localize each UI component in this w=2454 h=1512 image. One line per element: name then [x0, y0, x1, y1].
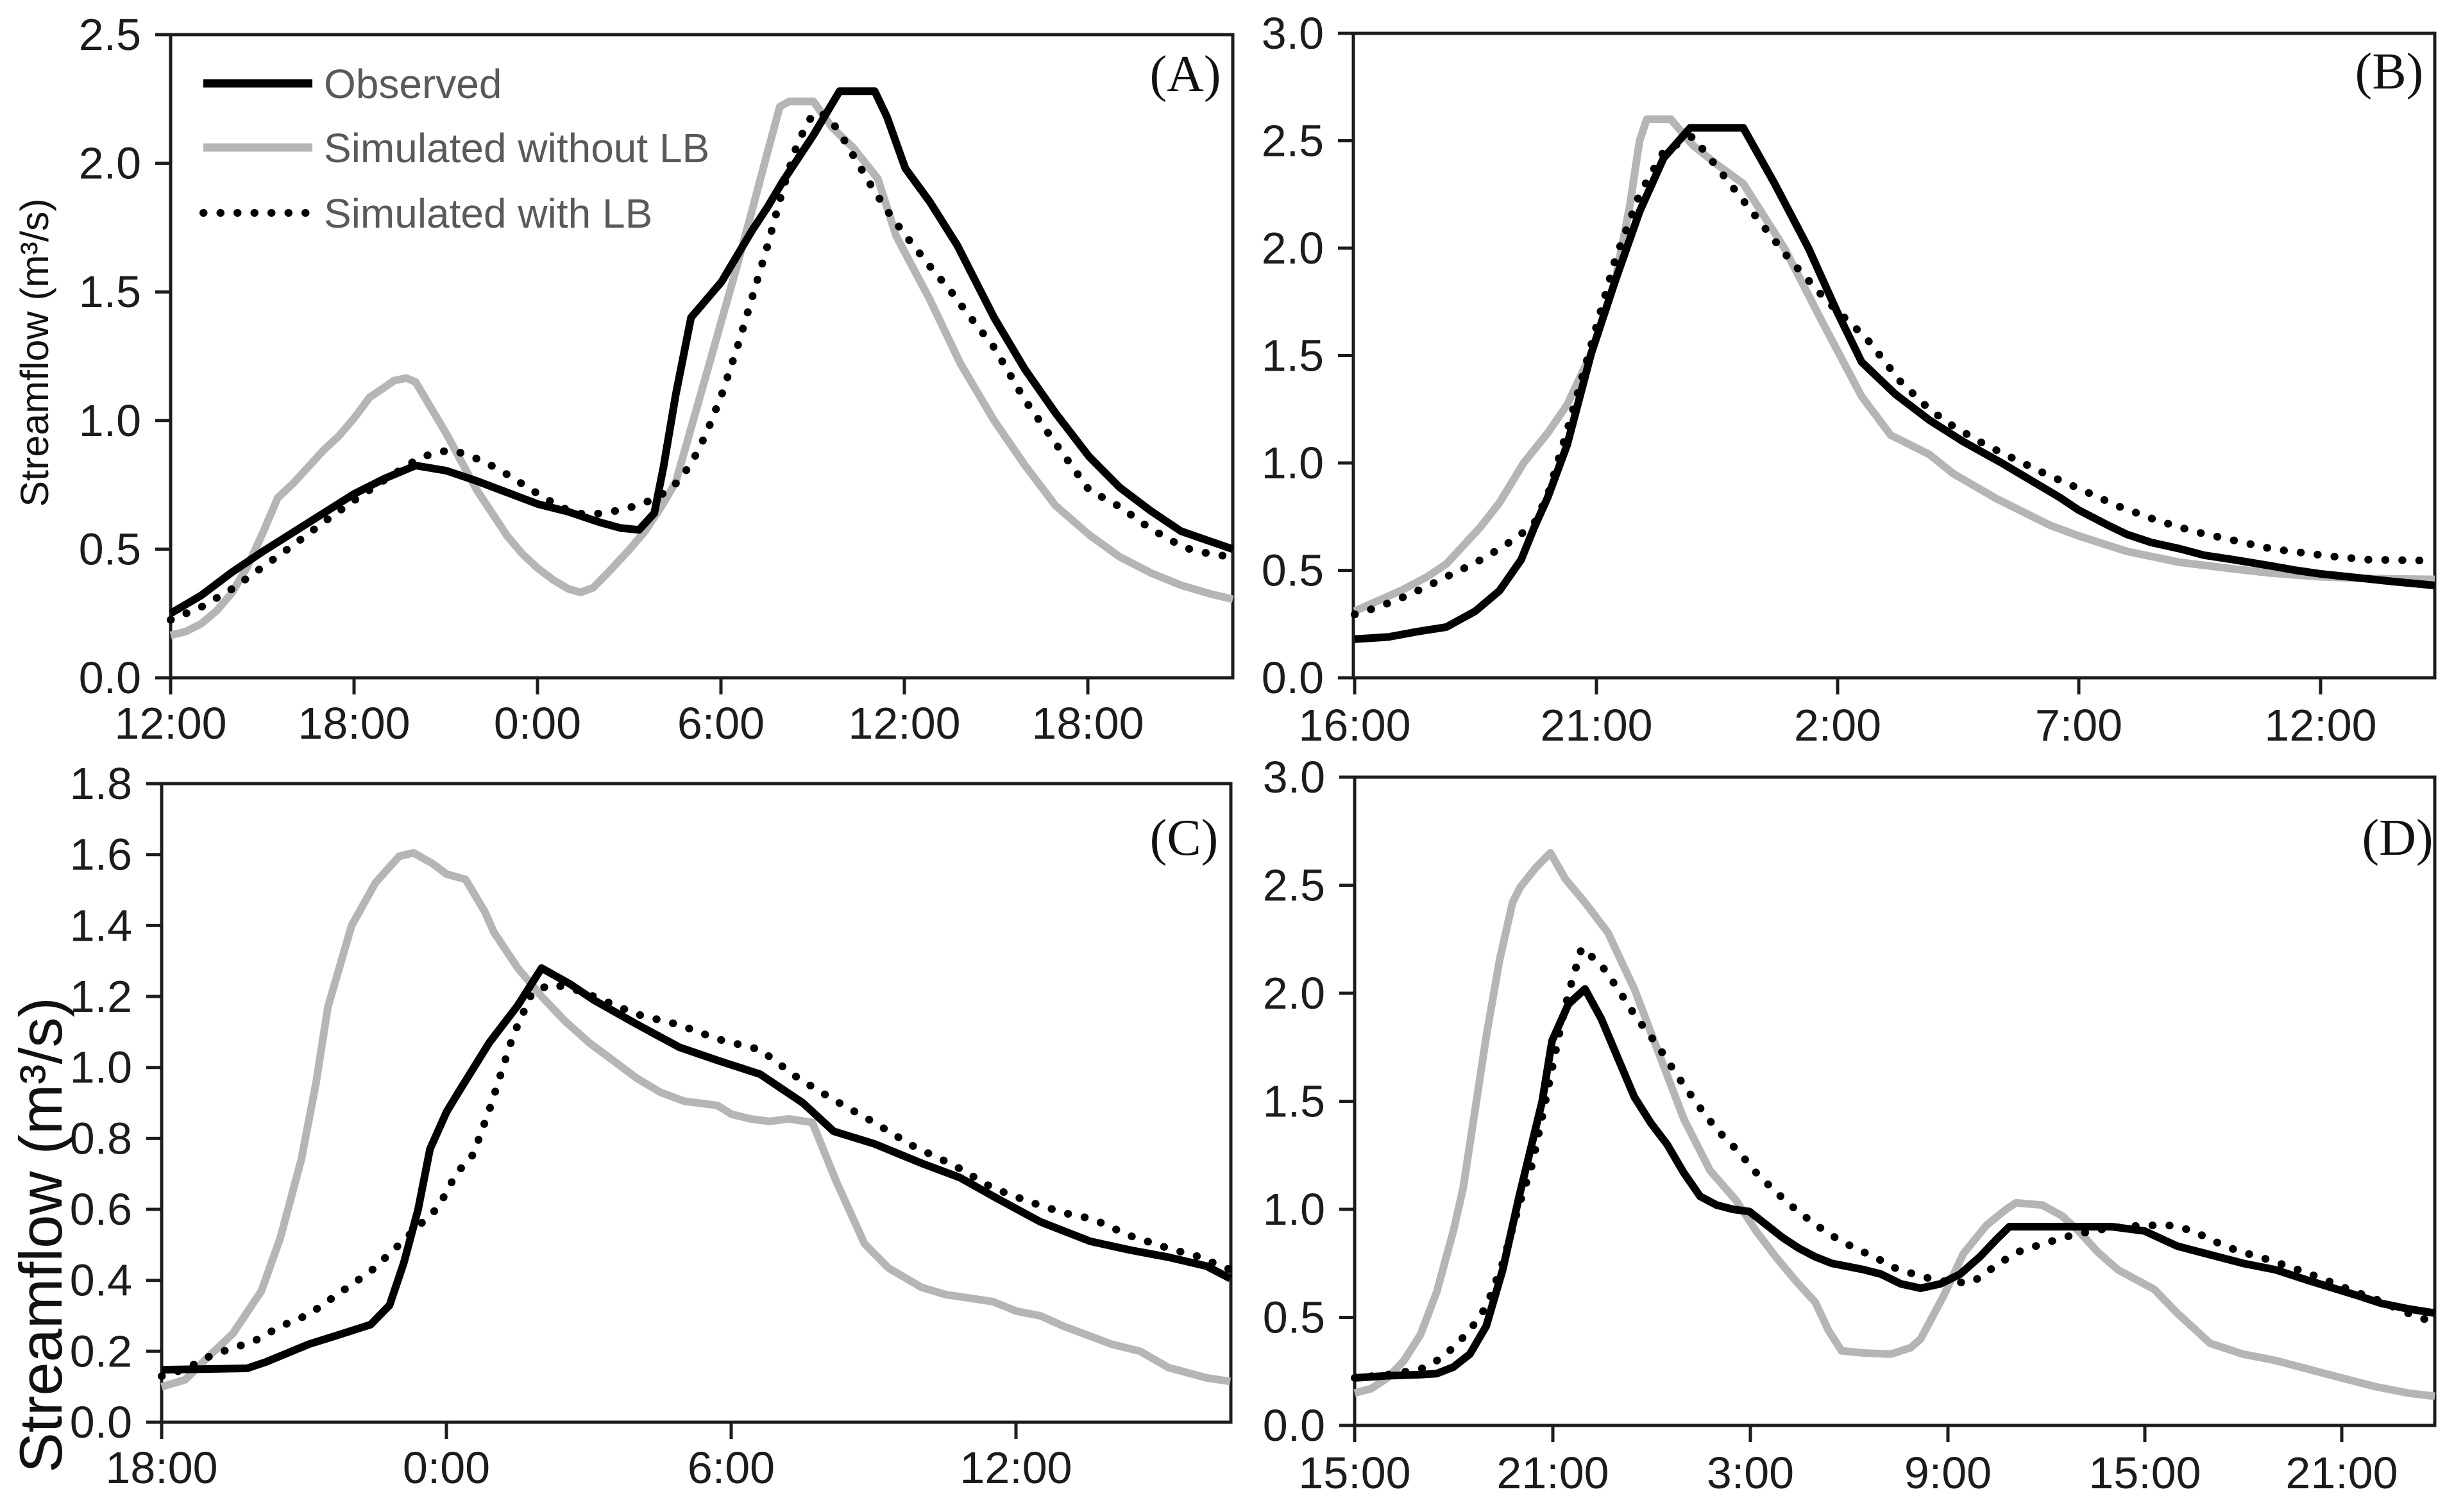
svg-text:(C): (C) [1150, 810, 1219, 866]
svg-text:1.0: 1.0 [79, 396, 141, 446]
svg-text:7:00: 7:00 [2035, 700, 2122, 750]
svg-text:1.5: 1.5 [1263, 1077, 1325, 1127]
svg-text:0:00: 0:00 [494, 698, 581, 748]
svg-text:Streamflow (m³/s): Streamflow (m³/s) [13, 198, 56, 507]
svg-text:16:00: 16:00 [1298, 700, 1410, 750]
svg-text:18:00: 18:00 [1031, 698, 1144, 748]
svg-text:21:00: 21:00 [1496, 1448, 1609, 1498]
svg-text:1.5: 1.5 [79, 267, 141, 317]
svg-text:3:00: 3:00 [1707, 1448, 1794, 1498]
svg-text:21:00: 21:00 [1540, 700, 1652, 750]
svg-text:2.5: 2.5 [1263, 861, 1325, 911]
svg-text:0.0: 0.0 [1262, 653, 1324, 703]
svg-text:1.6: 1.6 [70, 830, 132, 880]
svg-text:3.0: 3.0 [1263, 752, 1325, 802]
svg-text:18:00: 18:00 [105, 1443, 217, 1493]
svg-text:0.0: 0.0 [79, 653, 141, 703]
svg-text:0.5: 0.5 [1263, 1293, 1325, 1343]
svg-text:2.5: 2.5 [1262, 116, 1324, 166]
svg-text:Simulated without LB: Simulated without LB [324, 125, 709, 171]
svg-text:9:00: 9:00 [1904, 1448, 1992, 1498]
svg-text:Observed: Observed [324, 61, 502, 107]
svg-text:12:00: 12:00 [114, 698, 226, 748]
svg-text:1.0: 1.0 [1263, 1184, 1325, 1234]
svg-text:0.5: 0.5 [79, 524, 141, 574]
svg-text:12:00: 12:00 [848, 698, 960, 748]
svg-text:6:00: 6:00 [688, 1443, 775, 1493]
svg-text:2.0: 2.0 [1262, 223, 1324, 273]
svg-text:0.0: 0.0 [70, 1397, 132, 1447]
svg-text:Streamflow (m³/s): Streamflow (m³/s) [7, 997, 74, 1473]
svg-text:1.2: 1.2 [70, 971, 132, 1021]
svg-text:(B): (B) [2355, 44, 2424, 100]
svg-text:2.0: 2.0 [1263, 968, 1325, 1018]
svg-text:12:00: 12:00 [960, 1443, 1072, 1493]
svg-text:1.0: 1.0 [1262, 438, 1324, 488]
svg-text:15:00: 15:00 [2088, 1448, 2201, 1498]
svg-text:12:00: 12:00 [2264, 700, 2376, 750]
svg-text:(D): (D) [2362, 810, 2433, 866]
svg-text:0.5: 0.5 [1262, 546, 1324, 596]
svg-text:15:00: 15:00 [1298, 1448, 1410, 1498]
svg-text:18:00: 18:00 [298, 698, 410, 748]
svg-text:21:00: 21:00 [2285, 1448, 2398, 1498]
svg-text:1.0: 1.0 [70, 1043, 132, 1093]
svg-text:0:00: 0:00 [403, 1443, 490, 1493]
svg-text:0.8: 0.8 [70, 1113, 132, 1163]
svg-text:(A): (A) [1149, 46, 1221, 103]
svg-text:2:00: 2:00 [1794, 700, 1881, 750]
svg-text:0.4: 0.4 [70, 1256, 132, 1306]
svg-text:6:00: 6:00 [677, 698, 765, 748]
svg-text:2.5: 2.5 [79, 10, 141, 60]
svg-text:1.8: 1.8 [70, 759, 132, 809]
svg-text:1.4: 1.4 [70, 900, 132, 950]
svg-text:0.0: 0.0 [1263, 1400, 1325, 1450]
svg-text:3.0: 3.0 [1262, 8, 1324, 58]
svg-text:0.2: 0.2 [70, 1326, 132, 1376]
svg-text:0.6: 0.6 [70, 1184, 132, 1234]
svg-text:Simulated with LB: Simulated with LB [324, 190, 652, 237]
svg-text:2.0: 2.0 [79, 139, 141, 189]
svg-text:1.5: 1.5 [1262, 331, 1324, 381]
